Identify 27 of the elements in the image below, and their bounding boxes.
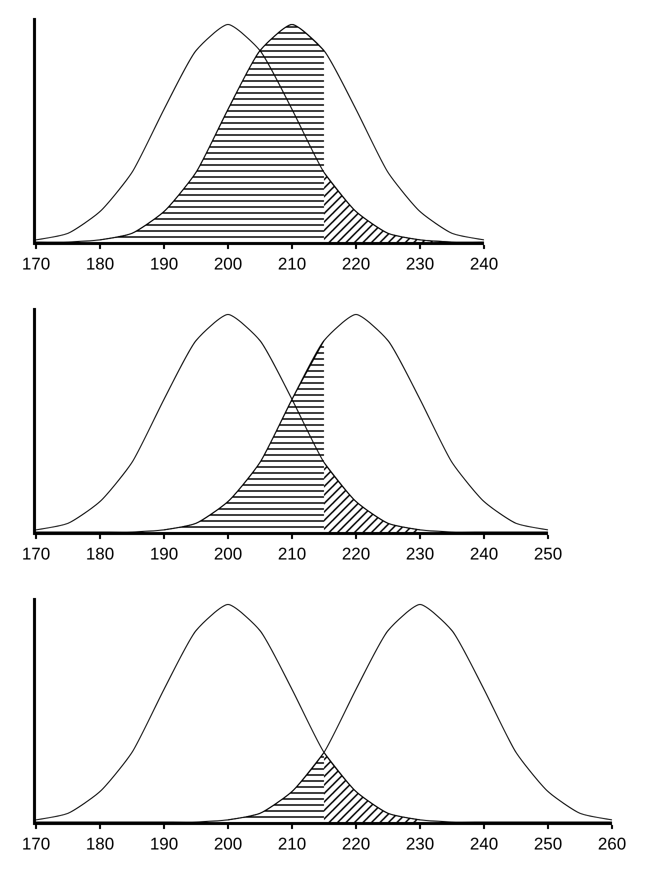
x-tick-label: 170 — [22, 254, 50, 274]
x-tick-label: 180 — [86, 254, 114, 274]
x-tick-label: 240 — [470, 834, 498, 854]
x-tick-label: 170 — [22, 834, 50, 854]
x-tick-label: 190 — [150, 834, 178, 854]
x-tick-label: 230 — [406, 544, 434, 564]
x-tick-label: 180 — [86, 834, 114, 854]
x-tick-label: 200 — [214, 544, 242, 564]
x-tick-label: 190 — [150, 544, 178, 564]
x-tick-label: 240 — [470, 254, 498, 274]
x-tick-label: 210 — [278, 544, 306, 564]
x-tick-label: 170 — [22, 544, 50, 564]
x-tick-label: 220 — [342, 834, 370, 854]
x-tick-label: 250 — [534, 834, 562, 854]
x-tick-label: 250 — [534, 544, 562, 564]
x-tick-label: 210 — [278, 254, 306, 274]
x-tick-label: 230 — [406, 834, 434, 854]
x-tick-label: 220 — [342, 544, 370, 564]
x-tick-label: 240 — [470, 544, 498, 564]
x-tick-label: 220 — [342, 254, 370, 274]
x-tick-label: 210 — [278, 834, 306, 854]
x-tick-label: 200 — [214, 254, 242, 274]
x-tick-label: 190 — [150, 254, 178, 274]
x-tick-label: 260 — [598, 834, 626, 854]
x-tick-label: 230 — [406, 254, 434, 274]
x-tick-label: 200 — [214, 834, 242, 854]
x-tick-label: 180 — [86, 544, 114, 564]
